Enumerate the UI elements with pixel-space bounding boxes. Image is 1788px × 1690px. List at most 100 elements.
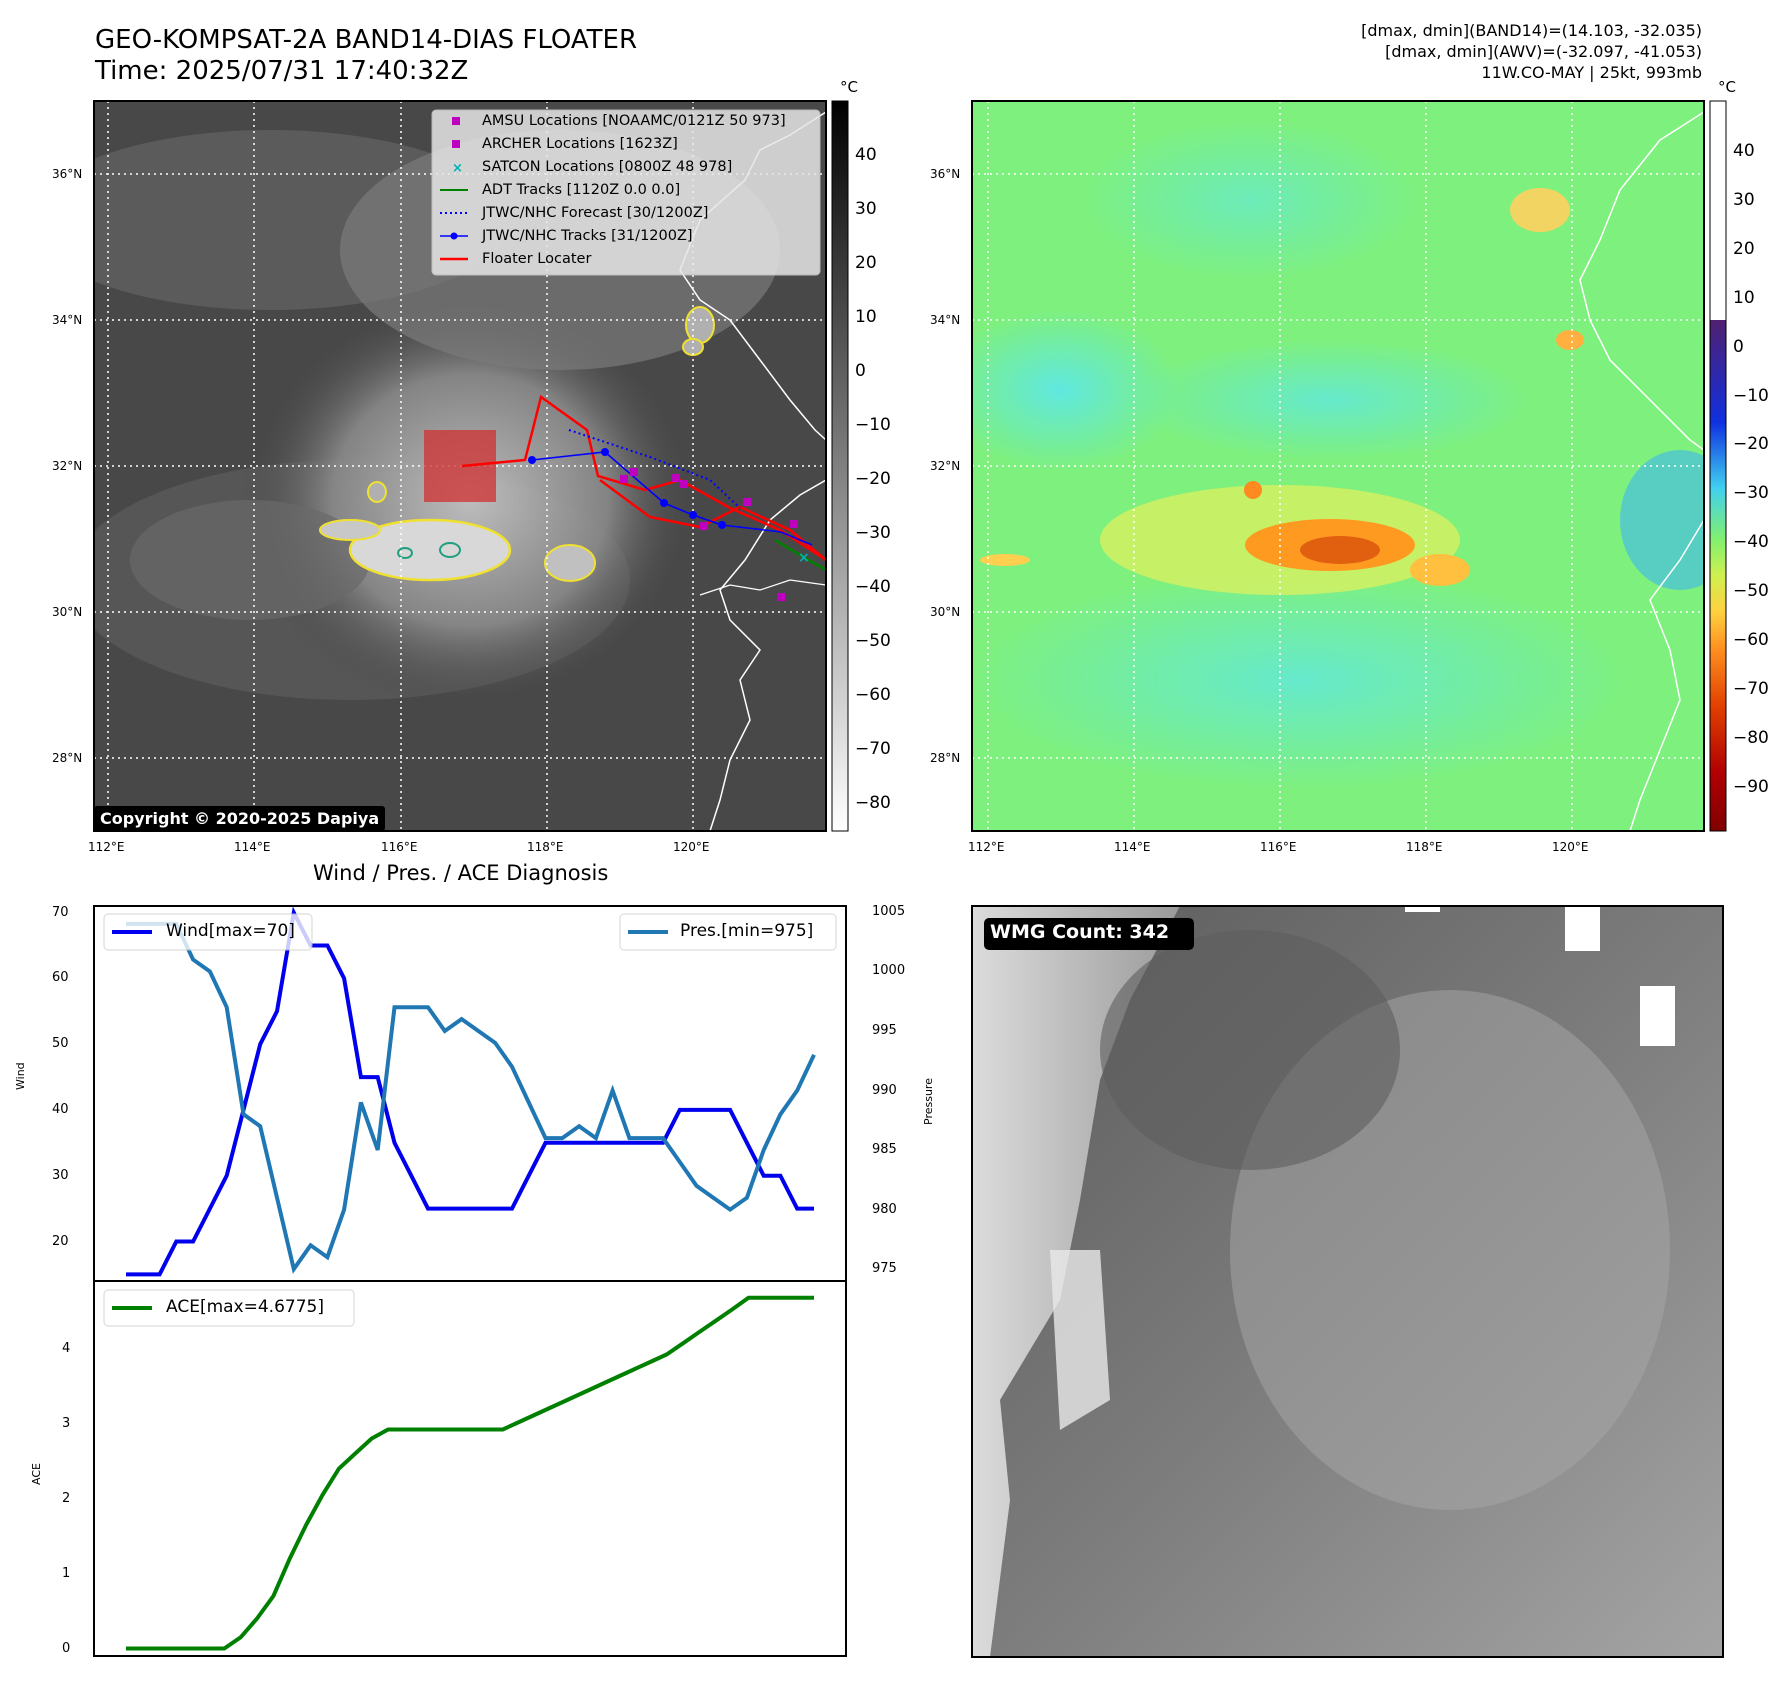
figure-title-line2: Time: 2025/07/31 17:40:32Z bbox=[95, 56, 469, 86]
pressure-y-tick-1: 1000 bbox=[872, 963, 906, 979]
awv-colorbar-tick-10: −60 bbox=[1733, 630, 1769, 650]
awv-colorbar-tick-9: −50 bbox=[1733, 581, 1769, 602]
ir-colorbar-tick-6: −20 bbox=[855, 469, 891, 489]
ir-colorbar-tick-0: 40 bbox=[855, 145, 877, 165]
wmg-badge-bg bbox=[984, 918, 1194, 950]
ir-lon-tick-1: 114°E bbox=[234, 840, 271, 854]
figure-title-line1: GEO-KOMPSAT-2A BAND14-DIAS FLOATER bbox=[95, 25, 638, 55]
series-line-pressure bbox=[126, 921, 816, 1274]
map-legend-label-4: JTWC/NHC Forecast [30/1200Z] bbox=[482, 205, 709, 221]
ir-colorbar bbox=[831, 100, 849, 832]
ir-colorbar-tick-8: −40 bbox=[855, 577, 891, 597]
ace-chart bbox=[93, 1280, 847, 1657]
diagnosis-title: Wind / Pres. / ACE Diagnosis bbox=[313, 861, 609, 885]
awv-colorbar-tick-1: 30 bbox=[1733, 189, 1755, 210]
wind-legend bbox=[103, 913, 313, 951]
map-legend-label-6: Floater Locater bbox=[482, 251, 592, 267]
ace-axis-label: ACE bbox=[30, 1463, 43, 1485]
pressure-axis-label: Pressure bbox=[922, 1078, 935, 1125]
pressure-legend bbox=[619, 913, 837, 951]
ace-legend-label: ACE[max=4.6775] bbox=[166, 1297, 324, 1317]
awv-lat-tick-0: 36°N bbox=[930, 167, 961, 181]
map-legend-label-0: AMSU Locations [NOAAMC/0121Z 50 973] bbox=[482, 113, 786, 129]
ir-colorbar-tick-4: 0 bbox=[855, 361, 866, 381]
ir-colorbar-tick-9: −50 bbox=[855, 631, 891, 651]
ir-lon-tick-0: 112°E bbox=[88, 840, 125, 854]
ir-colorbar-tick-12: −80 bbox=[855, 793, 891, 813]
pressure-legend-label: Pres.[min=975] bbox=[680, 921, 814, 941]
adt-track bbox=[774, 538, 826, 572]
wind-y-tick-1: 60 bbox=[52, 970, 69, 986]
chart-marks bbox=[126, 906, 816, 1651]
wind-legend-label: Wind[max=70] bbox=[166, 921, 295, 941]
ir-lat-tick-0: 36°N bbox=[52, 167, 83, 181]
awv-colorbar-tick-8: −40 bbox=[1733, 532, 1769, 553]
awv-lon-tick-2: 116°E bbox=[1260, 840, 1297, 854]
jtwc-forecast-track bbox=[568, 429, 741, 509]
awv-colorbar-unit: °C bbox=[1718, 78, 1736, 96]
map-legend-label-3: ADT Tracks [1120Z 0.0 0.0] bbox=[482, 182, 681, 198]
awv-lon-tick-1: 114°E bbox=[1114, 840, 1151, 854]
amsu-archer-markers bbox=[620, 468, 798, 601]
awv-lon-tick-0: 112°E bbox=[968, 840, 1005, 854]
ir-lat-tick-2: 32°N bbox=[52, 459, 83, 473]
floater-box bbox=[424, 430, 496, 502]
ace-y-tick-2: 2 bbox=[62, 1490, 71, 1506]
ir-colorbar-unit: °C bbox=[840, 78, 858, 96]
svg-text:×: × bbox=[452, 161, 463, 176]
awv-map-panel bbox=[971, 100, 1705, 832]
wind-y-tick-3: 40 bbox=[52, 1101, 69, 1117]
awv-lat-tick-1: 34°N bbox=[930, 313, 961, 327]
ir-colorbar-tick-1: 30 bbox=[855, 199, 877, 219]
awv-colorbar-tick-0: 40 bbox=[1733, 141, 1755, 161]
awv-colorbar bbox=[1709, 100, 1727, 832]
ir-lon-tick-3: 118°E bbox=[527, 840, 564, 854]
ir-colorbar-tick-10: −60 bbox=[855, 685, 891, 705]
awv-lat-tick-3: 30°N bbox=[930, 605, 961, 619]
awv-lat-tick-2: 32°N bbox=[930, 459, 961, 473]
map-legend-label-1: ARCHER Locations [1623Z] bbox=[482, 136, 678, 152]
awv-imagery bbox=[972, 101, 1704, 831]
wmg-count-badge: WMG Count: 342 bbox=[990, 921, 1170, 943]
wind-pressure-chart bbox=[93, 905, 847, 1282]
pressure-y-tick-6: 975 bbox=[872, 1261, 897, 1277]
series-line-wind bbox=[126, 906, 814, 1277]
wmg-image-panel bbox=[971, 905, 1724, 1658]
awv-colorbar-tick-11: −70 bbox=[1733, 678, 1769, 699]
map-legend-label-5: JTWC/NHC Tracks [31/1200Z] bbox=[482, 228, 693, 244]
ir-lon-tick-2: 116°E bbox=[381, 840, 418, 854]
ir-colorbar-tick-7: −30 bbox=[855, 523, 891, 543]
awv-colorbar-tick-5: −10 bbox=[1733, 385, 1769, 406]
wind-y-tick-5: 20 bbox=[52, 1233, 69, 1249]
series-line-ace bbox=[126, 1295, 814, 1651]
wind-axis-label: Wind bbox=[14, 1062, 27, 1090]
wind-y-tick-0: 70 bbox=[52, 904, 69, 920]
ir-lon-tick-4: 120°E bbox=[673, 840, 710, 854]
ace-y-tick-4: 0 bbox=[62, 1640, 71, 1656]
ace-y-tick-3: 1 bbox=[62, 1565, 71, 1581]
ir-lat-tick-3: 30°N bbox=[52, 605, 83, 619]
awv-colorbar-tick-7: −30 bbox=[1733, 483, 1769, 504]
awv-colorbar-tick-4: 0 bbox=[1733, 336, 1744, 357]
map-legend-label-2: SATCON Locations [0800Z 48 978] bbox=[482, 159, 733, 175]
awv-colorbar-tick-12: −80 bbox=[1733, 727, 1769, 748]
info-line3: 11W.CO-MAY | 25kt, 993mb bbox=[1481, 63, 1702, 82]
ir-colorbar-tick-5: −10 bbox=[855, 415, 891, 435]
wind-y-tick-4: 30 bbox=[52, 1167, 69, 1183]
ace-legend bbox=[103, 1289, 355, 1327]
pressure-y-tick-0: 1005 bbox=[872, 903, 906, 919]
pressure-y-tick-2: 995 bbox=[872, 1023, 897, 1038]
ir-lat-tick-1: 34°N bbox=[52, 313, 83, 327]
ace-y-tick-0: 4 bbox=[62, 1340, 71, 1356]
jtwc-track-points bbox=[528, 448, 726, 529]
satcon-marker: × bbox=[798, 550, 810, 566]
map-legend: × bbox=[431, 109, 821, 276]
ir-colorbar-tick-2: 20 bbox=[855, 253, 877, 273]
ir-colorbar-tick-11: −70 bbox=[855, 739, 891, 759]
pressure-y-tick-4: 985 bbox=[872, 1142, 897, 1158]
ace-y-tick-1: 3 bbox=[62, 1415, 71, 1431]
pressure-y-tick-5: 980 bbox=[872, 1201, 897, 1217]
awv-colorbar-tick-13: −90 bbox=[1733, 776, 1769, 797]
awv-colorbar-tick-2: 20 bbox=[1733, 238, 1755, 259]
copyright-badge: Copyright © 2020-2025 Dapiya bbox=[94, 806, 386, 831]
